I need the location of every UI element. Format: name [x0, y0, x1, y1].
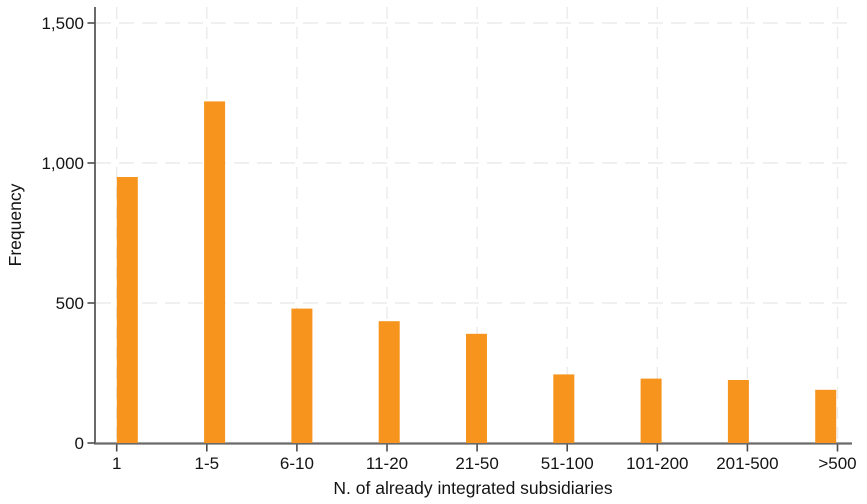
bar-101-200 — [640, 378, 662, 443]
y-tick-label: 500 — [56, 294, 84, 313]
bar-11-20 — [378, 321, 400, 443]
x-axis-title: N. of already integrated subsidiaries — [333, 478, 612, 498]
bar-201-500 — [727, 380, 749, 443]
bar--500 — [815, 389, 837, 443]
y-tick-label: 0 — [75, 434, 84, 453]
bar-1 — [116, 177, 138, 443]
x-tick-label: 101-200 — [626, 454, 688, 473]
x-tick-label: 1-5 — [195, 454, 220, 473]
x-tick-label: 51-100 — [541, 454, 594, 473]
y-axis-title: Frequency — [5, 183, 25, 266]
y-tick-label: 1,500 — [41, 14, 84, 33]
bar-1-5 — [204, 101, 226, 444]
x-tick-label: 11-20 — [366, 454, 408, 473]
x-tick-label: 6-10 — [280, 454, 314, 473]
x-tick-label: 21-50 — [455, 454, 498, 473]
tick-labels: 0 500 1,000 1,500 1 1-5 6-10 11-20 21-50 51-100 10… — [41, 14, 856, 473]
y-tick-label: 1,000 — [41, 154, 84, 173]
bars — [116, 101, 837, 444]
axes — [87, 7, 852, 452]
x-tick-label: 201-500 — [716, 454, 778, 473]
bar-51-100 — [553, 374, 575, 443]
bar-6-10 — [291, 308, 313, 443]
x-tick-label: >500 — [818, 454, 856, 473]
bar-21-50 — [466, 333, 487, 443]
x-tick-label: 1 — [112, 454, 121, 473]
